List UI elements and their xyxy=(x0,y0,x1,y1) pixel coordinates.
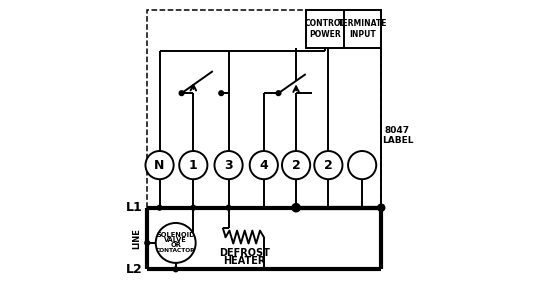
Circle shape xyxy=(378,204,385,211)
Text: 2: 2 xyxy=(324,159,333,172)
Circle shape xyxy=(226,205,231,210)
Text: 8047
LABEL: 8047 LABEL xyxy=(382,126,413,145)
Text: SOLENOID: SOLENOID xyxy=(156,232,195,238)
Text: L2: L2 xyxy=(126,263,142,276)
Circle shape xyxy=(214,151,243,179)
Circle shape xyxy=(173,267,178,272)
Bar xyxy=(306,10,381,48)
Circle shape xyxy=(179,151,207,179)
Text: DEFROST: DEFROST xyxy=(219,248,270,258)
Text: 3: 3 xyxy=(224,159,233,172)
Circle shape xyxy=(146,151,173,179)
Circle shape xyxy=(282,151,310,179)
Text: VALVE: VALVE xyxy=(165,237,187,243)
Text: CONTACTOR: CONTACTOR xyxy=(156,248,196,253)
Text: L1: L1 xyxy=(126,201,142,214)
Text: TERMINATE
INPUT: TERMINATE INPUT xyxy=(338,19,387,39)
Circle shape xyxy=(276,91,281,96)
Text: N: N xyxy=(155,159,165,172)
Circle shape xyxy=(219,91,224,96)
Text: 1: 1 xyxy=(189,159,198,172)
Circle shape xyxy=(250,151,278,179)
Circle shape xyxy=(292,204,300,212)
Circle shape xyxy=(348,151,376,179)
Text: CONTROL
POWER: CONTROL POWER xyxy=(305,19,346,39)
Circle shape xyxy=(157,205,162,210)
Text: OR: OR xyxy=(170,242,181,248)
Circle shape xyxy=(145,241,150,245)
Text: 4: 4 xyxy=(259,159,268,172)
Text: LINE: LINE xyxy=(132,228,141,249)
Circle shape xyxy=(179,91,184,96)
Text: HEATER: HEATER xyxy=(223,256,266,266)
Circle shape xyxy=(191,205,196,210)
Bar xyxy=(147,10,381,208)
Circle shape xyxy=(314,151,342,179)
Circle shape xyxy=(156,223,196,263)
Text: 2: 2 xyxy=(292,159,300,172)
